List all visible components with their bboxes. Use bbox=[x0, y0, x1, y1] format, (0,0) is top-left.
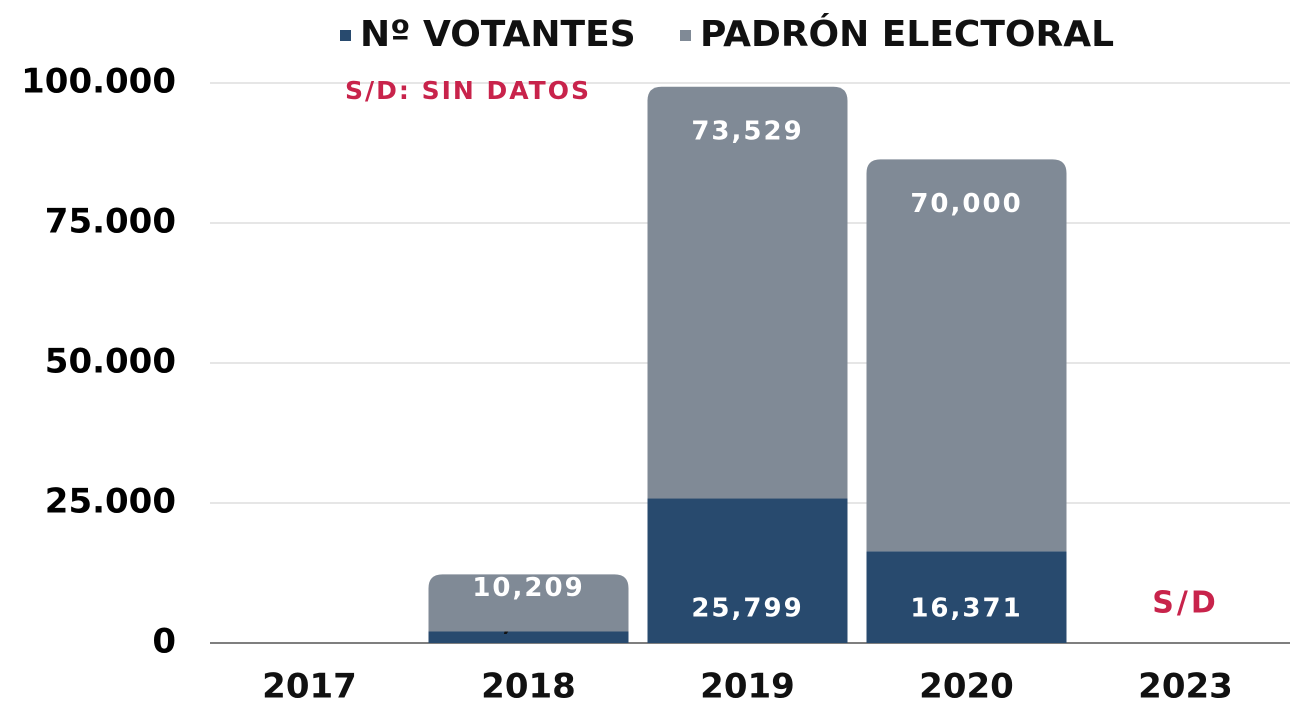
y-tick-label: 25.000 bbox=[45, 482, 176, 522]
value-label: 73,529 bbox=[691, 116, 803, 146]
legend-label: PADRÓN ELECTORAL bbox=[700, 13, 1114, 55]
x-tick-label: 2018 bbox=[481, 667, 576, 707]
x-tick-label: 2017 bbox=[262, 667, 357, 707]
value-label: 16,371 bbox=[910, 594, 1022, 624]
value-label: 10,209 bbox=[472, 573, 584, 603]
y-tick-label: 75.000 bbox=[45, 202, 176, 242]
bar-segment bbox=[866, 159, 1067, 552]
y-tick-label: 0 bbox=[152, 622, 176, 662]
bar-segment bbox=[428, 574, 629, 632]
value-label: 70,000 bbox=[910, 189, 1022, 219]
bar-segment bbox=[866, 551, 1067, 643]
y-tick-label: 100.000 bbox=[21, 62, 176, 102]
bar-segment bbox=[428, 631, 629, 643]
value-label: 25,799 bbox=[691, 594, 803, 624]
annotation: S/D bbox=[1152, 586, 1218, 621]
y-tick-label: 50.000 bbox=[45, 342, 176, 382]
annotation: S/D: SIN DATOS bbox=[345, 76, 591, 105]
x-tick-label: 2023 bbox=[1138, 667, 1233, 707]
bar-segment bbox=[647, 498, 848, 643]
x-tick-label: 2019 bbox=[700, 667, 795, 707]
legend-marker bbox=[340, 30, 351, 41]
x-tick-label: 2020 bbox=[919, 667, 1014, 707]
legend-marker bbox=[680, 30, 691, 41]
legend-label: Nº VOTANTES bbox=[360, 14, 636, 55]
bar-segment bbox=[647, 86, 848, 499]
